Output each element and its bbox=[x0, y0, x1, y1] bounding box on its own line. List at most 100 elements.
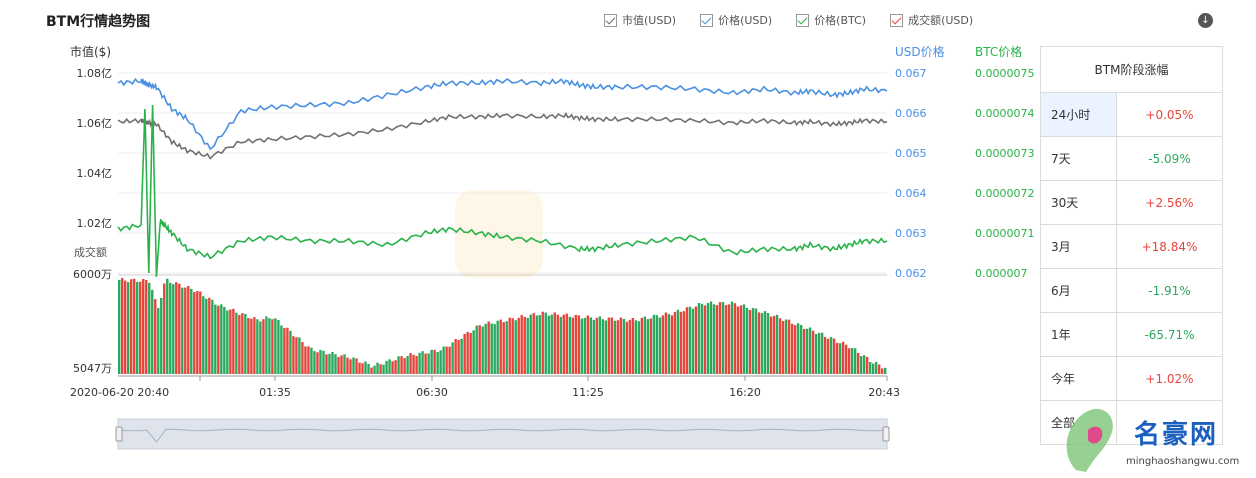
volume-bar bbox=[658, 317, 662, 374]
volume-bar bbox=[775, 314, 779, 374]
volume-bar bbox=[448, 346, 451, 374]
navigator-handle-right[interactable] bbox=[882, 426, 890, 442]
volume-bar bbox=[217, 305, 220, 374]
navigator-handle-left[interactable] bbox=[115, 426, 123, 442]
volume-bar bbox=[532, 313, 535, 374]
volume-bar bbox=[271, 319, 274, 374]
volume-bar bbox=[598, 316, 602, 374]
checkbox-icon[interactable] bbox=[796, 13, 810, 27]
volume-bar bbox=[409, 353, 412, 374]
volume-bar bbox=[634, 320, 638, 374]
volume-bar bbox=[367, 363, 370, 374]
navigator-line bbox=[117, 428, 888, 443]
volume-bar bbox=[478, 325, 481, 374]
table-row[interactable]: 6月 -1.91% bbox=[1040, 268, 1223, 313]
volume-bar bbox=[256, 319, 259, 374]
legend-label: 成交额(USD) bbox=[908, 14, 974, 27]
change-value: -5.09% bbox=[1116, 136, 1223, 181]
volume-bar bbox=[493, 324, 496, 374]
volume-bar bbox=[166, 278, 169, 374]
legend-item-price-usd[interactable]: 价格(USD) bbox=[700, 12, 772, 28]
volume-bar bbox=[193, 292, 196, 374]
checkbox-icon[interactable] bbox=[700, 13, 714, 27]
change-value: -1.91% bbox=[1116, 268, 1223, 313]
watermark-url: minghaoshangwu.com bbox=[1126, 456, 1240, 467]
volume-bar bbox=[382, 364, 385, 374]
volume-bar bbox=[205, 298, 208, 374]
volume-bar bbox=[793, 325, 797, 374]
volume-bar bbox=[670, 315, 674, 374]
volume-bar bbox=[853, 348, 857, 374]
btc-tick-label: 0.0000073 bbox=[975, 147, 1035, 160]
series-line-price-usd bbox=[117, 77, 888, 151]
volume-bar bbox=[157, 308, 160, 374]
volume-tick-label: 5047万 bbox=[73, 362, 112, 375]
volume-bar bbox=[343, 354, 346, 374]
volume-bar bbox=[664, 312, 668, 374]
volume-bar bbox=[688, 306, 692, 374]
volume-bar bbox=[508, 317, 511, 374]
volume-bar bbox=[214, 304, 217, 374]
volume-bar bbox=[742, 304, 746, 374]
volume-bar bbox=[163, 283, 166, 374]
watermark-logo bbox=[455, 190, 543, 278]
legend-label: 价格(BTC) bbox=[814, 14, 867, 27]
volume-bar bbox=[391, 361, 394, 374]
volume-bar bbox=[550, 314, 553, 374]
volume-bar bbox=[433, 349, 436, 374]
volume-bar bbox=[676, 309, 680, 374]
volume-bar bbox=[526, 317, 529, 374]
volume-bar bbox=[496, 320, 499, 374]
volume-bar bbox=[268, 318, 271, 374]
checkbox-icon[interactable] bbox=[890, 13, 904, 27]
table-row[interactable]: 7天 -5.09% bbox=[1040, 136, 1223, 181]
x-tick-label: 16:20 bbox=[729, 386, 761, 399]
series-lines bbox=[117, 77, 888, 278]
arrow-down-circle-icon[interactable]: ↓ bbox=[1198, 13, 1213, 28]
x-tick-label: 2020-06-20 20:40 bbox=[70, 386, 169, 399]
volume-bar bbox=[799, 325, 803, 374]
legend-item-volume[interactable]: 成交额(USD) bbox=[890, 12, 973, 28]
volume-bar bbox=[304, 346, 307, 374]
btc-tick-label: 0.0000071 bbox=[975, 227, 1035, 240]
volume-bar bbox=[781, 321, 785, 374]
volume-bar bbox=[175, 282, 178, 374]
volume-bar bbox=[571, 317, 574, 374]
volume-bar bbox=[481, 326, 484, 374]
legend-item-price-btc[interactable]: 价格(BTC) bbox=[796, 12, 866, 28]
volume-bar bbox=[118, 279, 121, 374]
volume-bar bbox=[313, 351, 316, 374]
legend-item-market-cap[interactable]: 市值(USD) bbox=[604, 12, 676, 28]
volume-bar bbox=[547, 315, 550, 374]
table-row[interactable]: 今年 +1.02% bbox=[1040, 356, 1223, 401]
volume-bar bbox=[388, 359, 391, 374]
table-row[interactable]: 24小时 +0.05% bbox=[1040, 92, 1223, 137]
volume-bar bbox=[190, 288, 193, 374]
volume-bar bbox=[289, 330, 292, 374]
volume-bar bbox=[811, 330, 815, 374]
volume-bar bbox=[874, 361, 878, 374]
volume-bar bbox=[694, 306, 698, 374]
volume-tick-label: 6000万 bbox=[73, 268, 112, 281]
volume-bar bbox=[865, 356, 869, 374]
volume-bar bbox=[529, 314, 532, 374]
volume-bar bbox=[655, 315, 659, 374]
table-row[interactable]: 1年 -65.71% bbox=[1040, 312, 1223, 357]
table-row[interactable]: 3月 +18.84% bbox=[1040, 224, 1223, 269]
volume-bar bbox=[535, 315, 538, 374]
volume-bar bbox=[211, 299, 214, 374]
volume-bar bbox=[199, 291, 202, 374]
volume-bar bbox=[130, 279, 133, 374]
volume-bar bbox=[823, 336, 827, 374]
volume-bar bbox=[472, 330, 475, 374]
checkbox-icon[interactable] bbox=[604, 13, 617, 27]
volume-bar bbox=[427, 353, 430, 374]
navigator-track bbox=[117, 418, 888, 450]
legend-label: 价格(USD) bbox=[718, 14, 773, 27]
volume-bar bbox=[601, 319, 605, 374]
volume-bar bbox=[880, 368, 884, 374]
table-row[interactable]: 30天 +2.56% bbox=[1040, 180, 1223, 225]
marketcap-tick-label: 1.04亿 bbox=[77, 167, 113, 180]
performance-table: BTM阶段涨幅 24小时 +0.05% 7天 -5.09% 30天 +2.56% 3月… bbox=[1040, 46, 1223, 445]
volume-bar bbox=[733, 303, 737, 374]
